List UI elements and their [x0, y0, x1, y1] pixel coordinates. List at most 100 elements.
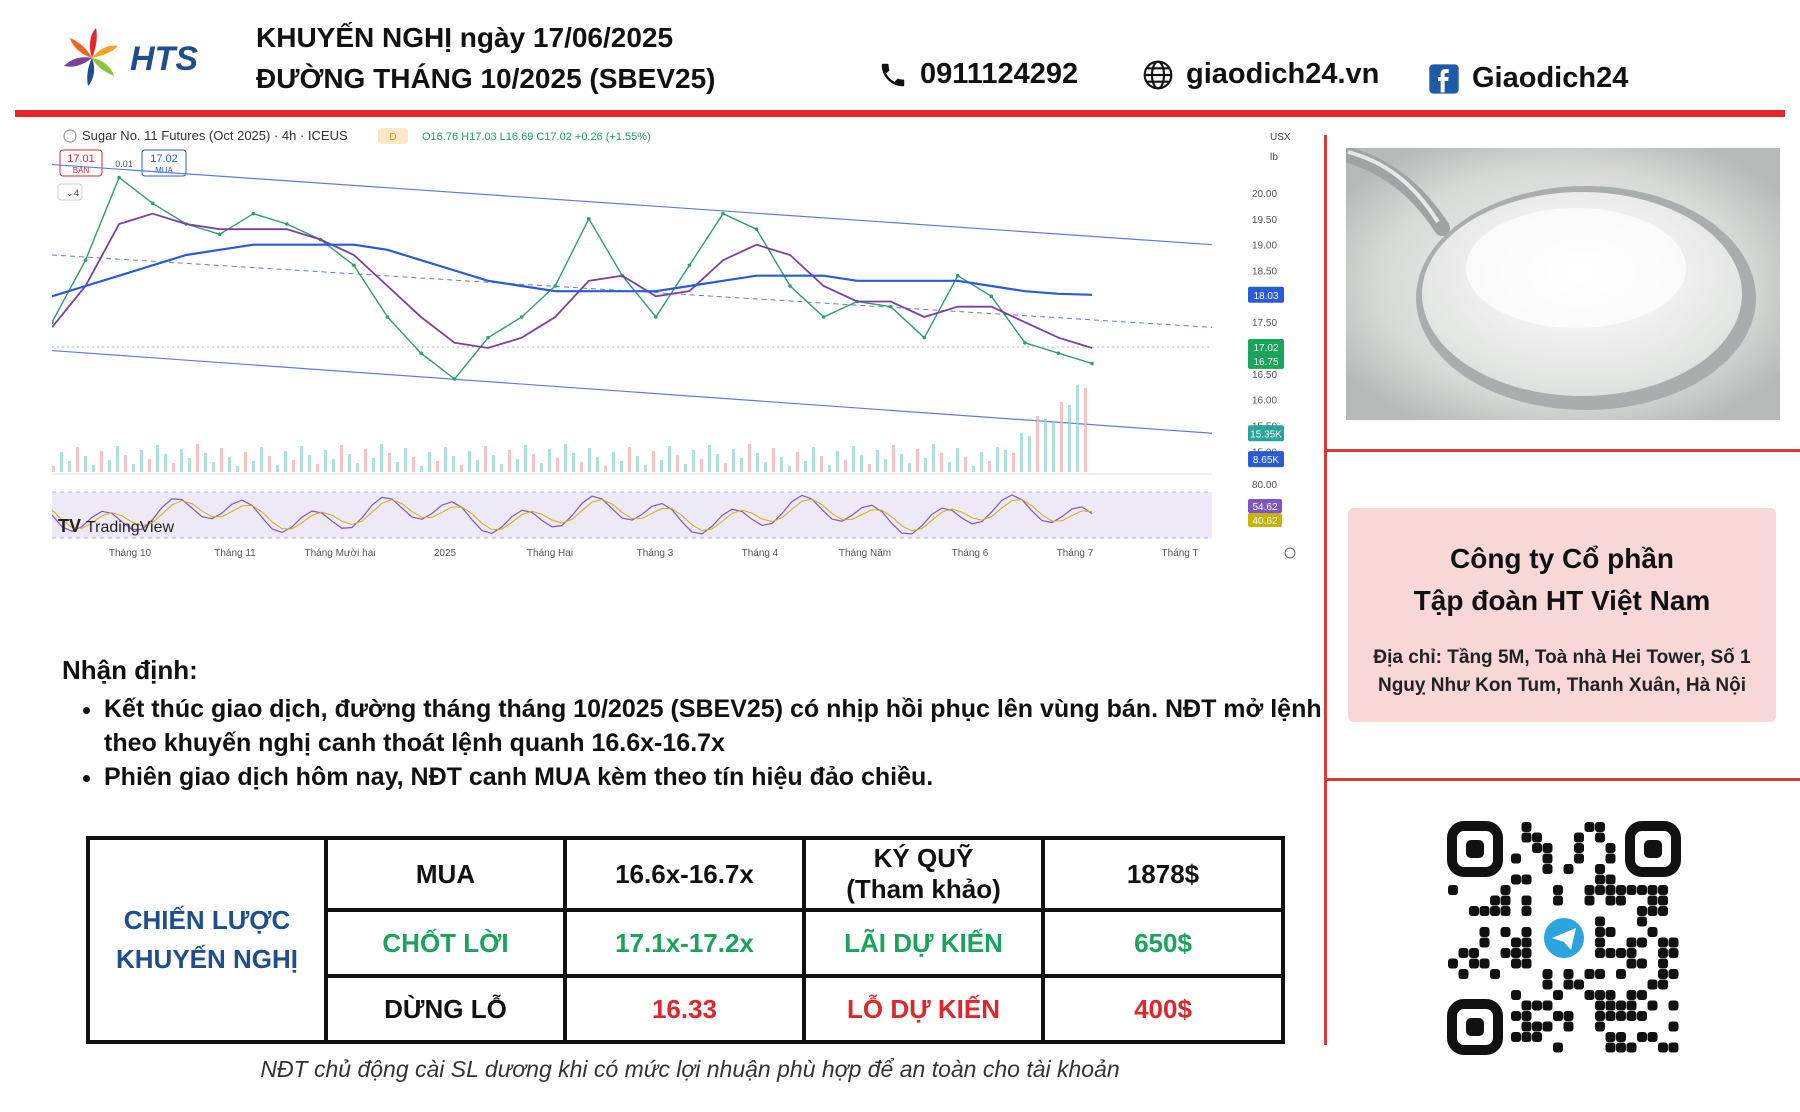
qr-module — [1532, 1032, 1542, 1042]
price-point — [687, 263, 692, 268]
hts-logo-mark: HTS — [64, 28, 198, 86]
qr-module — [1647, 906, 1658, 916]
qr-module — [1521, 874, 1532, 885]
qr-module — [1521, 906, 1532, 916]
y-tick-label: 19.00 — [1252, 241, 1277, 252]
qr-module — [1469, 958, 1479, 969]
qr-module — [1647, 979, 1658, 990]
volume-bar — [564, 444, 567, 472]
volume-bar — [132, 464, 135, 472]
unit-select[interactable]: lb — [1270, 152, 1278, 163]
qr-module — [1521, 1032, 1532, 1042]
phone-contact[interactable]: 0911124292 — [878, 58, 1078, 91]
volume-bar — [452, 456, 455, 472]
volume-bar — [436, 461, 439, 472]
phone-number: 0911124292 — [920, 58, 1079, 90]
volume-bar — [788, 466, 791, 472]
channel-mid — [52, 254, 1213, 328]
volume-bar — [932, 444, 935, 472]
price-point — [654, 315, 658, 319]
volume-bar — [684, 464, 687, 472]
price-point — [117, 175, 121, 180]
strategy-label-line2: KHUYẾN NGHỊ — [115, 944, 298, 974]
volume-bar — [156, 445, 159, 472]
facebook-text: Giaodich24 — [1472, 62, 1629, 94]
qr-module — [1626, 1042, 1637, 1053]
volume-bar — [548, 449, 551, 472]
volume-bar — [892, 445, 895, 472]
volume-bar — [940, 453, 943, 472]
volume-bar — [348, 454, 351, 472]
price-chart[interactable]: Sugar No. 11 Futures (Oct 2025) · 4h · I… — [52, 122, 1322, 642]
buy-button[interactable] — [141, 149, 187, 177]
qr-module — [1605, 1042, 1616, 1053]
volume-bar — [244, 452, 247, 472]
x-tick-label: Tháng 7 — [1057, 548, 1094, 559]
action-cell: MUA — [324, 836, 567, 912]
price-axis-label — [1248, 451, 1284, 468]
price-axis-label — [1248, 286, 1284, 303]
volume-bar — [708, 445, 711, 472]
qr-module — [1626, 937, 1637, 948]
volume-bar — [444, 447, 447, 472]
qr-module — [1595, 885, 1605, 895]
report-subtitle: ĐƯỜNG THÁNG 10/2025 (SBEV25) — [256, 63, 716, 94]
price-point — [385, 315, 390, 319]
right-column-divider — [1324, 135, 1327, 1045]
volume-bar — [356, 463, 359, 472]
qr-module — [1668, 937, 1679, 948]
volume-bar — [724, 463, 727, 472]
volume-bar — [628, 447, 631, 472]
price-point — [486, 335, 490, 340]
volume-bar — [700, 459, 703, 472]
volume-bar — [92, 465, 95, 472]
telegram-qr-code[interactable] — [1444, 818, 1684, 1058]
stop-loss-value: 16.33 — [563, 974, 806, 1044]
x-tick-label: 2025 — [434, 548, 457, 559]
company-address-line1: Địa chỉ: Tầng 5M, Toà nhà Hei Tower, Số … — [1373, 647, 1751, 668]
price-point — [821, 315, 826, 319]
chart-svg[interactable]: Sugar No. 11 Futures (Oct 2025) · 4h · I… — [52, 122, 1322, 642]
notes-heading: Nhận định: — [62, 655, 198, 685]
settings-icon[interactable] — [1284, 547, 1296, 559]
qr-module — [1521, 822, 1532, 832]
volume-bar — [996, 447, 999, 472]
hts-logo: HTS — [60, 22, 210, 97]
qr-module — [1469, 906, 1479, 916]
qr-module — [1626, 1011, 1637, 1021]
volume-bar — [868, 464, 871, 472]
price-point — [1056, 351, 1061, 355]
facebook-link[interactable]: Giaodich24 — [1428, 62, 1628, 95]
website-link[interactable]: giaodich24.vn — [1142, 58, 1379, 91]
qr-module — [1616, 1032, 1626, 1042]
volume-bar — [276, 465, 279, 472]
price-point — [956, 273, 960, 278]
volume-bar — [1052, 422, 1055, 472]
price-point — [251, 211, 256, 216]
take-profit-label: CHỐT LỜI — [324, 908, 567, 978]
sell-price: 17.01 — [67, 153, 95, 165]
x-tick-label: Tháng 6 — [952, 548, 989, 559]
indicator-toggle[interactable] — [57, 183, 83, 201]
qr-module — [1595, 1021, 1605, 1032]
sell-button[interactable] — [59, 149, 103, 177]
qr-module — [1595, 948, 1605, 958]
volume-bar — [908, 463, 911, 472]
volume-bar — [60, 452, 63, 472]
qr-module — [1647, 1000, 1658, 1011]
x-tick-label: Tháng Năm — [839, 548, 891, 559]
price-axis-label — [1248, 425, 1284, 442]
qr-module — [1563, 1021, 1574, 1032]
qr-module — [1511, 937, 1521, 948]
volume-bar — [260, 447, 263, 472]
analysis-notes: Nhận định: Kết thúc giao dịch, đường thá… — [62, 655, 1322, 794]
qr-module — [1574, 843, 1584, 853]
expected-profit-value: 650$ — [1041, 908, 1285, 978]
qr-module — [1658, 948, 1668, 958]
x-tick-label: Tháng 3 — [637, 548, 674, 559]
currency-select[interactable]: USX — [1270, 132, 1291, 143]
chevron-down-icon: ⌄ — [66, 188, 74, 198]
volume-bar — [756, 453, 759, 472]
strategy-label-line1: CHIẾN LƯỢC — [123, 905, 291, 935]
volume-bar — [1020, 433, 1023, 472]
